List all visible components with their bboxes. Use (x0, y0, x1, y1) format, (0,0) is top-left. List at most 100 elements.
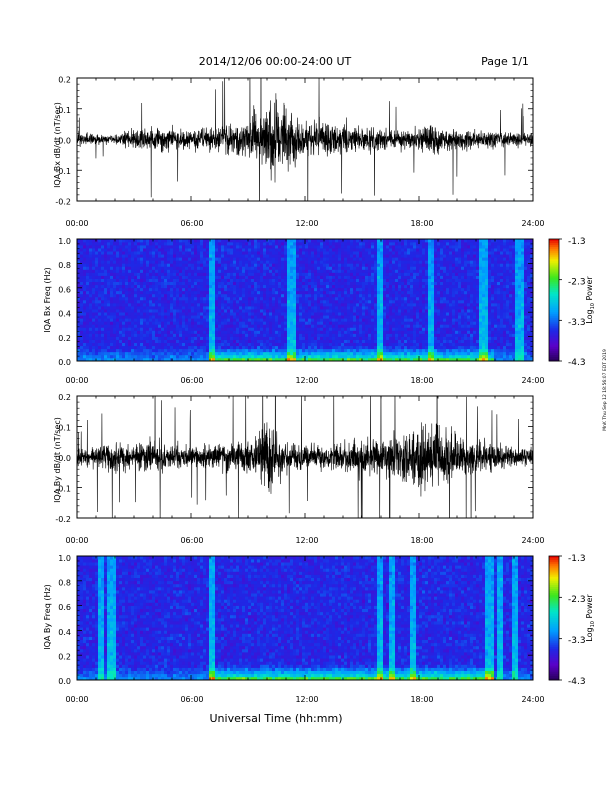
spectrogram-cell (236, 287, 240, 292)
spectrogram-cell (119, 354, 123, 359)
spectrogram-cell (368, 242, 372, 246)
spectrogram-cell (434, 351, 438, 356)
spectrogram-cell (242, 306, 246, 310)
spectrogram-cell (275, 354, 279, 359)
spectrogram-cell (428, 278, 432, 282)
spectrogram-cell (266, 342, 270, 347)
spectrogram-cell (440, 254, 444, 258)
spectrogram-cell (296, 306, 300, 310)
spectrogram-cell (386, 293, 390, 298)
spectrogram-cell (353, 296, 357, 301)
spectrogram-cell (86, 354, 90, 359)
spectrogram-cell (185, 336, 189, 340)
spectrogram-cell (182, 263, 186, 267)
spectrogram-cell (323, 300, 327, 304)
spectrogram-cell (146, 342, 150, 347)
spectrogram-cell (323, 321, 327, 325)
spectrogram-cell (275, 278, 279, 282)
spectrogram-cell (419, 269, 423, 273)
spectrogram-cell (425, 354, 429, 359)
spectrogram-cell (101, 300, 105, 304)
spectrogram-cell (290, 251, 294, 255)
spectrogram-cell (290, 324, 294, 328)
spectrogram-cell (275, 248, 279, 252)
spectrogram-cell (200, 354, 204, 359)
spectrogram-cell (194, 254, 198, 258)
spectrogram-cell (260, 333, 264, 337)
spectrogram-cell (338, 318, 342, 322)
spectrogram-cell (167, 287, 171, 292)
spectrogram-cell (344, 321, 348, 325)
spectrogram-cell (206, 293, 210, 298)
spectrogram-cell (344, 318, 348, 322)
spectrogram-cell (242, 324, 246, 328)
spectrogram-cell (269, 278, 273, 282)
spectrogram-cell (140, 263, 144, 267)
spectrogram-cell (161, 275, 165, 279)
spectrogram-cell (119, 254, 123, 258)
spectrogram-cell (161, 251, 165, 255)
spectrogram-cell (443, 248, 447, 252)
spectrogram-cell (128, 257, 132, 261)
spectrogram-cell (131, 239, 135, 243)
spectrogram-cell (242, 336, 246, 340)
spectrogram-cell (308, 251, 312, 255)
spectrogram-cell (215, 254, 219, 258)
spectrogram-cell (287, 245, 291, 249)
spectrogram-cell (188, 251, 192, 255)
spectrogram-cell (356, 293, 360, 298)
spectrogram-cell (92, 260, 96, 264)
spectrogram-cell (404, 260, 408, 264)
spectrogram-cell (362, 254, 366, 258)
spectrogram-cell (380, 354, 384, 359)
spectrogram-cell (368, 275, 372, 279)
spectrogram-cell (335, 260, 339, 264)
spectrogram-cell (428, 315, 432, 319)
spectrogram-cell (227, 278, 231, 282)
spectrogram-cell (194, 287, 198, 292)
spectrogram-cell (170, 354, 174, 359)
spectrogram-cell (206, 315, 210, 319)
spectrogram-cell (332, 345, 336, 350)
spectrogram-cell (341, 348, 345, 353)
spectrogram-cell (194, 327, 198, 331)
spectrogram-cell (431, 330, 435, 334)
spectrogram-cell (344, 306, 348, 310)
spectrogram-cell (353, 287, 357, 292)
spectrogram-cell (131, 306, 135, 310)
spectrogram-cell (191, 357, 195, 362)
spectrogram-cell (395, 251, 399, 255)
spectrogram-cell (149, 257, 153, 261)
spectrogram-cell (212, 278, 216, 282)
spectrogram-cell (197, 312, 201, 316)
spectrogram-cell (173, 318, 177, 322)
spectrogram-cell (302, 254, 306, 258)
spectrogram-cell (392, 309, 396, 313)
spectrogram-cell (161, 290, 165, 295)
spectrogram-cell (389, 272, 393, 276)
spectrogram-cell (272, 300, 276, 304)
spectrogram-cell (101, 327, 105, 331)
spectrogram-cell (269, 257, 273, 261)
spectrogram-cell (236, 321, 240, 325)
spectrogram-cell (305, 278, 309, 282)
spectrogram-cell (422, 357, 426, 362)
spectrogram-cell (125, 278, 129, 282)
spectrogram-cell (173, 284, 177, 289)
spectrogram-cell (179, 333, 183, 337)
spectrogram-cell (329, 303, 333, 307)
spectrogram-cell (149, 318, 153, 322)
spectrogram-cell (374, 239, 378, 243)
spectrogram-cell (281, 357, 285, 362)
spectrogram-cell (302, 239, 306, 243)
spectrogram-cell (335, 309, 339, 313)
spectrogram-cell (107, 309, 111, 313)
spectrogram-cell (269, 303, 273, 307)
spectrogram-cell (254, 287, 258, 292)
spectrogram-cell (395, 327, 399, 331)
spectrogram-cell (410, 321, 414, 325)
spectrogram-cell (332, 357, 336, 362)
spectrogram-cell (344, 254, 348, 258)
spectrogram-cell (131, 339, 135, 343)
spectrogram-cell (275, 284, 279, 289)
